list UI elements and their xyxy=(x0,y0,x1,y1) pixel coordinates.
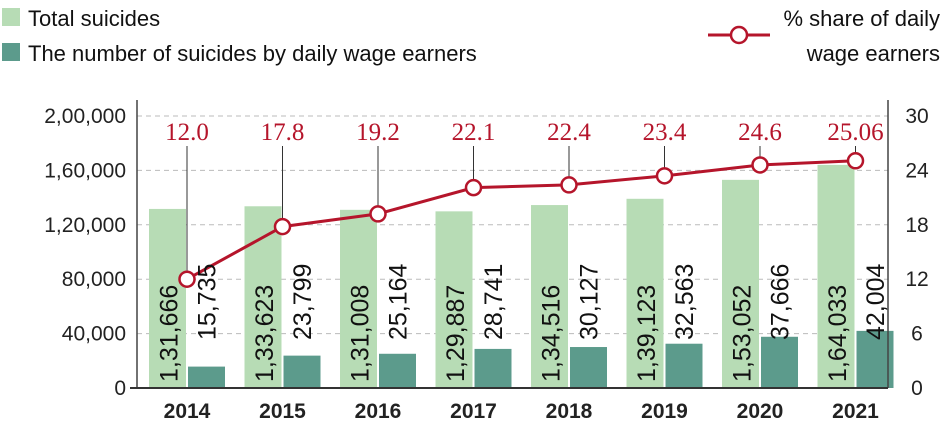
y-right-tick: 6 xyxy=(911,323,923,346)
legend-label-pct-2: wage earners xyxy=(806,41,940,66)
legend-swatch-daily xyxy=(2,43,20,61)
bar-daily xyxy=(474,348,512,388)
bar-label-daily: 32,563 xyxy=(671,264,699,340)
y-left-tick: 1,60,000 xyxy=(44,159,126,182)
pct-label: 24.6 xyxy=(738,119,782,146)
bar-label-total: 1,34,516 xyxy=(538,285,566,382)
pct-point xyxy=(178,270,196,288)
x-tick: 2017 xyxy=(450,400,497,423)
bar-label-total: 1,39,123 xyxy=(633,285,661,382)
bar-label-total: 1,29,887 xyxy=(442,285,470,382)
y-left-tick: 0 xyxy=(114,377,126,400)
legend-label-total: Total suicides xyxy=(28,6,160,31)
pct-label: 22.1 xyxy=(452,119,496,146)
bar-label-total: 1,31,008 xyxy=(347,285,375,382)
bar-total xyxy=(149,208,186,388)
bar-daily xyxy=(761,336,798,388)
bar-label-total: 1,31,666 xyxy=(156,285,184,382)
bar-total xyxy=(340,209,377,388)
x-tick: 2015 xyxy=(259,400,306,423)
pct-label: 22.4 xyxy=(547,119,591,146)
y-left-tick: 2,00,000 xyxy=(44,105,126,128)
bar-daily xyxy=(188,366,225,388)
legend-swatch-total xyxy=(2,8,20,26)
y-left-tick: 1,20,000 xyxy=(44,214,126,237)
legend-marker-pct xyxy=(729,25,749,45)
bar-total xyxy=(817,164,855,388)
pct-point xyxy=(369,205,387,223)
bar-total xyxy=(531,205,568,388)
bar-label-daily: 23,799 xyxy=(289,264,317,340)
pct-point xyxy=(464,178,483,197)
y-right-tick: 0 xyxy=(911,377,923,400)
bar-label-daily: 28,741 xyxy=(480,264,508,340)
x-tick: 2014 xyxy=(164,400,211,423)
pct-point xyxy=(751,156,769,174)
pct-label: 23.4 xyxy=(643,119,687,146)
legend-label-pct-1: % share of daily xyxy=(783,6,940,31)
bar-total xyxy=(435,211,473,388)
bar-label-total: 1,64,033 xyxy=(824,285,852,382)
y-left-tick: 80,000 xyxy=(62,268,126,291)
x-tick: 2016 xyxy=(355,400,402,423)
pct-point xyxy=(655,167,674,185)
x-tick: 2020 xyxy=(737,400,784,423)
pct-line xyxy=(186,159,856,281)
x-tick: 2021 xyxy=(832,400,879,423)
bar-daily xyxy=(665,343,703,388)
bar-label-daily: 30,127 xyxy=(576,264,604,340)
bar-total xyxy=(722,179,759,388)
bar-total xyxy=(626,198,664,388)
bar-label-daily: 42,004 xyxy=(862,263,890,340)
pct-label: 25.06 xyxy=(827,119,883,146)
bar-label-daily: 15,735 xyxy=(194,264,222,340)
y-right-tick: 18 xyxy=(905,214,928,237)
pct-label: 19.2 xyxy=(356,119,400,146)
pct-label: 12.0 xyxy=(165,119,209,146)
y-right-tick: 24 xyxy=(905,159,929,182)
y-right-tick: 30 xyxy=(905,105,928,128)
x-tick: 2019 xyxy=(641,400,688,423)
y-right-tick: 12 xyxy=(905,268,928,291)
legend: Total suicides The number of suicides by… xyxy=(2,6,940,66)
pct-point xyxy=(846,152,865,170)
x-tick: 2018 xyxy=(546,400,593,423)
bar-label-total: 1,53,052 xyxy=(729,285,757,382)
bar-daily xyxy=(379,353,416,388)
pct-point xyxy=(273,217,292,236)
legend-label-daily: The number of suicides by daily wage ear… xyxy=(28,41,477,66)
pct-label: 17.8 xyxy=(261,119,305,146)
bar-label-daily: 37,666 xyxy=(767,264,795,340)
bar-label-daily: 25,164 xyxy=(385,263,413,340)
pct-point xyxy=(560,176,578,194)
bar-label-total: 1,33,623 xyxy=(251,285,279,382)
bar-daily xyxy=(283,355,321,388)
y-left-tick: 40,000 xyxy=(62,323,126,346)
bar-daily xyxy=(570,347,607,388)
